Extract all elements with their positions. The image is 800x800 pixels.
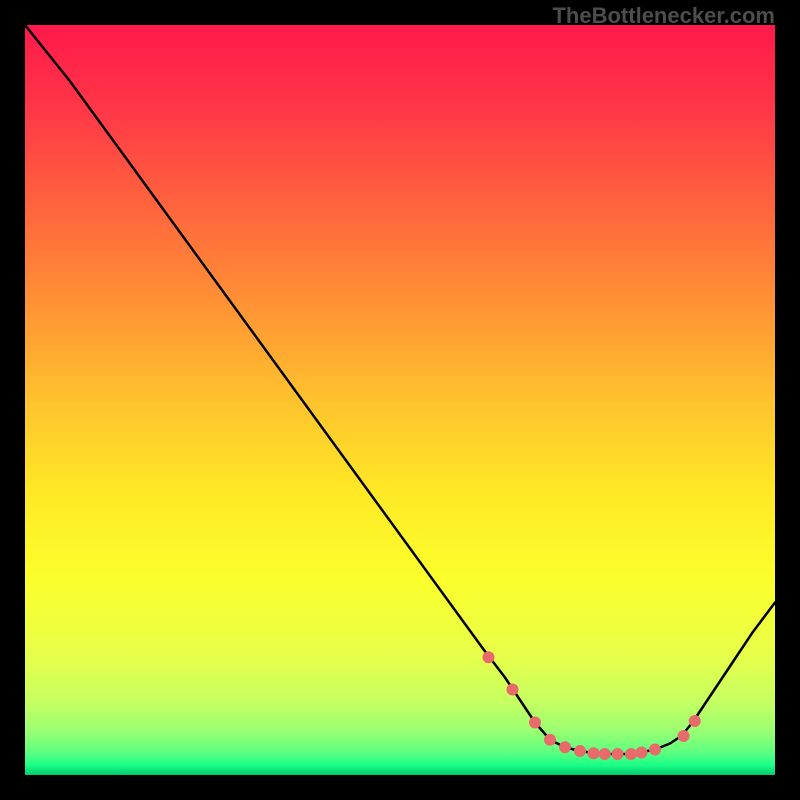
marker-point [636, 747, 647, 758]
marker-point [575, 746, 586, 757]
bottleneck-curve [25, 25, 775, 754]
marker-point [678, 731, 689, 742]
marker-point [530, 717, 541, 728]
chart-area [25, 25, 775, 775]
watermark-text: TheBottlenecker.com [552, 3, 775, 29]
marker-point [626, 749, 637, 760]
marker-point [483, 652, 494, 663]
marker-point [689, 716, 700, 727]
marker-point [588, 748, 599, 759]
marker-point [650, 744, 661, 755]
marker-point [507, 684, 518, 695]
marker-point [599, 749, 610, 760]
marker-point [612, 749, 623, 760]
chart-svg [25, 25, 775, 775]
marker-point [560, 742, 571, 753]
marker-point [545, 734, 556, 745]
